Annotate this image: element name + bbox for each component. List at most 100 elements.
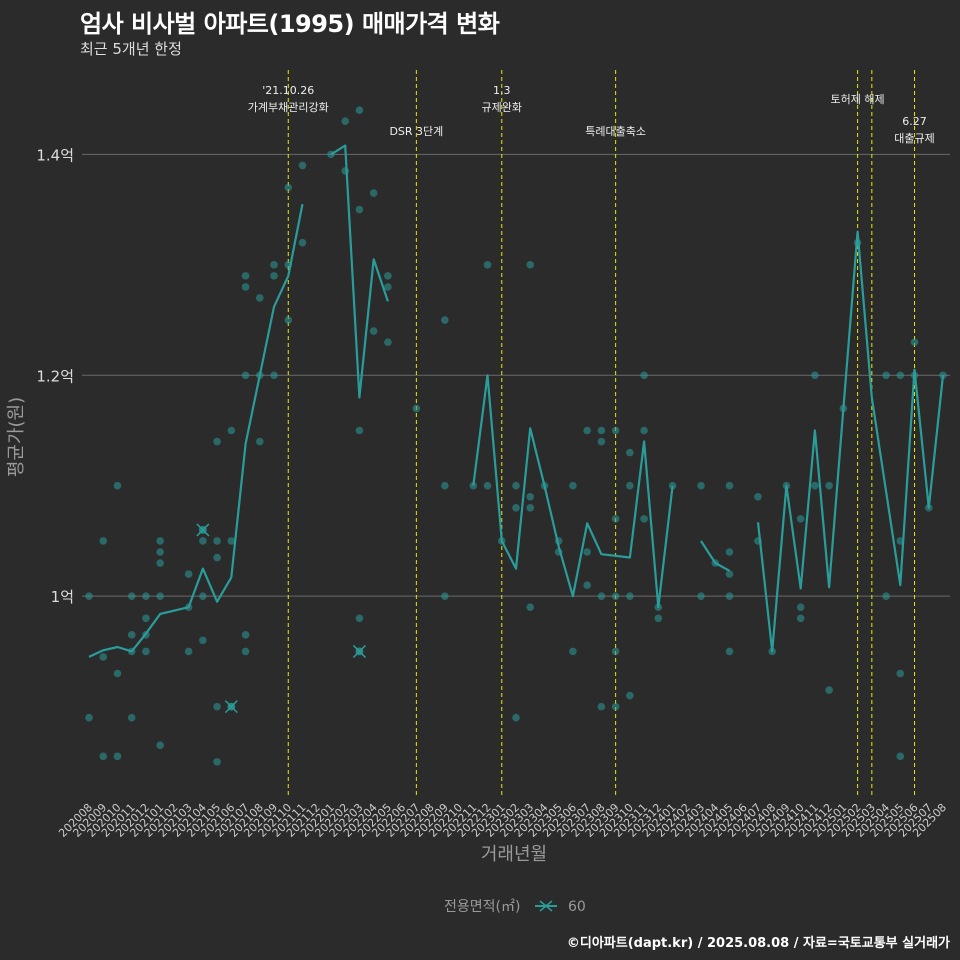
event-annotation: 대출규제 [894,132,934,145]
data-point [910,371,919,380]
data-point [99,653,108,661]
data-point [725,570,734,578]
event-annotation: 토허제 해제 [831,92,885,106]
data-point [796,515,805,523]
data-point [199,592,207,600]
data-point [156,548,164,556]
event-annotation: 규제완화 [482,101,522,114]
data-point [270,371,278,380]
data-point [469,481,478,490]
data-point [611,702,620,711]
data-point [540,481,549,490]
chart-title: 엄사 비사벌 아파트(1995) 매매가격 변화 [80,10,500,38]
data-point [270,261,278,269]
data-point [298,238,307,247]
data-point [156,741,164,750]
legend-title: 전용면적(㎡) [444,899,520,915]
data-point [725,592,734,600]
data-point [384,272,392,280]
data-point [127,713,136,722]
data-point [583,426,591,435]
event-annotation: '21.10.26 [262,84,314,97]
data-point [241,631,250,639]
data-point [199,636,207,645]
data-point [255,294,264,302]
data-point [384,338,392,346]
data-point [583,581,591,589]
data-point [213,553,221,562]
event-annotation: DSR 3단계 [389,125,443,138]
data-point [156,537,164,545]
data-point [896,669,905,678]
data-point [213,758,221,766]
series-line-60 [88,203,304,658]
data-point [384,283,392,291]
data-point [583,548,591,556]
data-point [597,426,606,435]
y-tick-label: 1.2억 [36,367,74,385]
data-point [483,481,492,490]
y-axis-title: 평균가(원) [6,397,27,477]
data-point [626,691,634,700]
data-point [569,647,577,656]
data-point [497,537,506,545]
data-point [754,537,762,545]
data-point [526,261,535,269]
data-point [184,603,193,612]
data-point [754,492,762,501]
legend: 전용면적(㎡) 60 [444,899,586,915]
data-point [341,167,350,175]
data-point [241,272,250,280]
data-point [782,481,791,490]
data-point [213,537,221,545]
data-point [99,537,108,545]
data-point [284,261,293,269]
data-point [640,371,648,380]
data-point [142,592,150,600]
data-point [554,537,563,545]
data-point [127,592,136,600]
event-annotation: 6.27 [902,115,927,128]
y-tick-label: 1.4억 [36,146,74,164]
event-annotation: 가계부채관리강화 [248,101,329,114]
event-annotation: 1.3 [493,84,511,97]
cross-mark [224,700,238,714]
data-point [910,338,919,346]
data-point [512,713,520,722]
data-point [355,614,364,623]
data-point [725,481,734,490]
data-point [85,713,93,722]
data-point [441,592,449,600]
data-point [825,481,833,490]
data-point [113,481,122,490]
data-point [939,371,947,380]
caption: ©디아파트(dapt.kr) / 2025.08.08 / 자료=국토교통부 실… [566,936,950,951]
data-point [526,603,535,612]
data-point [284,183,293,192]
data-point [369,327,378,335]
data-point [355,426,364,435]
data-point [554,548,563,556]
chart-subtitle: 최근 5개년 한정 [80,40,182,58]
data-point [241,647,250,656]
data-point [896,537,905,545]
data-point [725,647,734,656]
data-point [611,647,620,656]
data-point [597,592,606,600]
data-point [483,261,492,269]
data-point [142,647,150,656]
data-point [241,371,250,380]
data-point [369,189,378,197]
data-point [626,448,634,457]
data-point [184,647,193,656]
data-point [99,752,108,761]
data-point [255,437,264,446]
data-point [825,686,833,694]
data-point [526,504,535,512]
data-point [569,481,577,490]
data-point [711,559,720,567]
data-point [142,631,150,639]
data-point [85,592,93,600]
data-point [284,316,293,324]
